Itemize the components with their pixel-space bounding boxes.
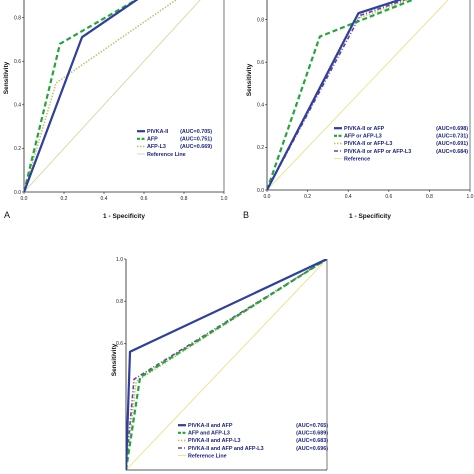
legend-auc: (AUC=0.705)	[180, 129, 212, 135]
legend-label: Reference Line	[188, 453, 227, 459]
legend-label: PIVKA-II	[147, 129, 169, 135]
x-tick-label: 0.6	[141, 196, 148, 202]
y-tick-label: 0.0	[14, 190, 21, 196]
series-line-pivka-ii-or-afp	[267, 0, 403, 190]
x-tick-label: 0.0	[264, 194, 271, 200]
x-tick-label: 0.4	[101, 196, 108, 202]
y-tick-label: 0.6	[257, 60, 264, 66]
y-tick-label: 0.8	[116, 299, 123, 305]
legend-label: PIVKA-II and AFP	[188, 423, 233, 429]
y-tick-label: 0.6	[116, 341, 123, 347]
legend-auc: (AUC=0.731)	[436, 134, 468, 140]
series-line-reference-line	[126, 259, 327, 470]
legend-label: PIVKA-II or AFP-L3	[344, 141, 392, 147]
legend-auc: (AUC=0.684)	[436, 149, 468, 155]
legend-label: AFP or AFP-L3	[344, 134, 382, 140]
series-line-pivka-ii	[24, 0, 139, 192]
series-line-pivka-ii-and-afp	[126, 259, 327, 470]
legend-label: PIVKA-II or AFP or AFP-L3	[344, 149, 411, 155]
series-line-pivka-ii-and-afp-l3	[126, 259, 327, 470]
legend-label: AFP-L3	[147, 144, 166, 150]
series-line-afp-or-afp-l3	[267, 0, 416, 190]
legend: PIVKA-II and AFP (AUC=0.765) AFP and AFP-L…	[178, 423, 328, 459]
legend-label: PIVKA-II and AFP and AFP-L3	[188, 446, 264, 452]
panel-label: B	[243, 210, 249, 220]
x-tick-label: 1.0	[467, 194, 474, 200]
x-axis-title: 1 - Specificity	[349, 213, 391, 220]
series-group	[126, 259, 327, 470]
series-line-afp-and-afp-l3	[126, 259, 327, 470]
y-tick-label: 0.6	[14, 59, 21, 65]
legend-auc: (AUC=0.691)	[436, 141, 468, 147]
legend-label: AFP and AFP-L3	[188, 431, 230, 437]
x-tick-label: 0.2	[61, 196, 68, 202]
x-tick-label: 0.8	[426, 194, 433, 200]
y-tick-label: 0.2	[257, 145, 264, 151]
y-tick-label: 0.8	[14, 15, 21, 21]
series-line-reference	[267, 0, 449, 190]
y-axis-title: Sensitivity	[3, 61, 10, 94]
x-tick-label: 0.2	[304, 194, 311, 200]
y-axis-title: Sensitivity	[246, 63, 253, 96]
y-tick-label: 1.0	[116, 257, 123, 263]
roc-panel-b: 0.0 0.2 0.4 0.6 0.8 1.0 0.0 0.2 0.4 0.6 0.8 1 - Spe…	[243, 0, 474, 220]
legend: PIVKA-II (AUC=0.705) AFP (AUC=0.751) AFP-L3 (…	[137, 129, 212, 158]
legend-auc: (AUC=0.696)	[296, 446, 328, 452]
series-group	[24, 0, 201, 192]
x-tick-label: 1.0	[221, 196, 228, 202]
legend-auc: (AUC=0.751)	[180, 137, 212, 143]
legend: PIVKA-II or AFP (AUC=0.698) AFP or AFP-L3 (…	[334, 126, 468, 162]
roc-panel-c: 0.6 0.8 1.0 Sensitivity PIVKA-II and AFP (AUC…	[111, 257, 328, 471]
legend-auc: (AUC=0.683)	[296, 438, 328, 444]
panel-label: A	[4, 210, 10, 220]
legend-auc: (AUC=0.669)	[180, 144, 212, 150]
series-line-reference-line	[24, 0, 201, 192]
x-tick-label: 0.4	[345, 194, 352, 200]
legend-label: PIVKA-II or AFP	[344, 126, 385, 132]
legend-auc: (AUC=0.765)	[296, 423, 328, 429]
legend-label: PIVKA-II and AFP-L3	[188, 438, 241, 444]
y-axis-title: Sensitivity	[111, 343, 118, 376]
legend-label: Reference	[344, 156, 370, 162]
legend-label: AFP	[147, 137, 158, 143]
legend-label: Reference Line	[147, 152, 186, 158]
x-tick-label: 0.0	[21, 196, 28, 202]
legend-auc: (AUC=0.698)	[436, 126, 468, 132]
y-tick-label: 0.8	[257, 17, 264, 23]
y-tick-label: 0.4	[14, 103, 21, 109]
x-tick-label: 0.6	[385, 194, 392, 200]
legend-auc: (AUC=0.689)	[296, 431, 328, 437]
y-tick-label: 0.0	[257, 188, 264, 194]
roc-panel-a: 0.0 0.2 0.4 0.6 0.8 1.0 0.0 0.2 0.4 0.6 0.8 1 - Spe…	[3, 0, 228, 220]
x-axis-title: 1 - Specificity	[103, 213, 145, 220]
y-tick-label: 0.2	[14, 146, 21, 152]
y-tick-label: 0.4	[257, 103, 264, 109]
x-tick-label: 0.8	[181, 196, 188, 202]
series-group	[267, 0, 449, 190]
